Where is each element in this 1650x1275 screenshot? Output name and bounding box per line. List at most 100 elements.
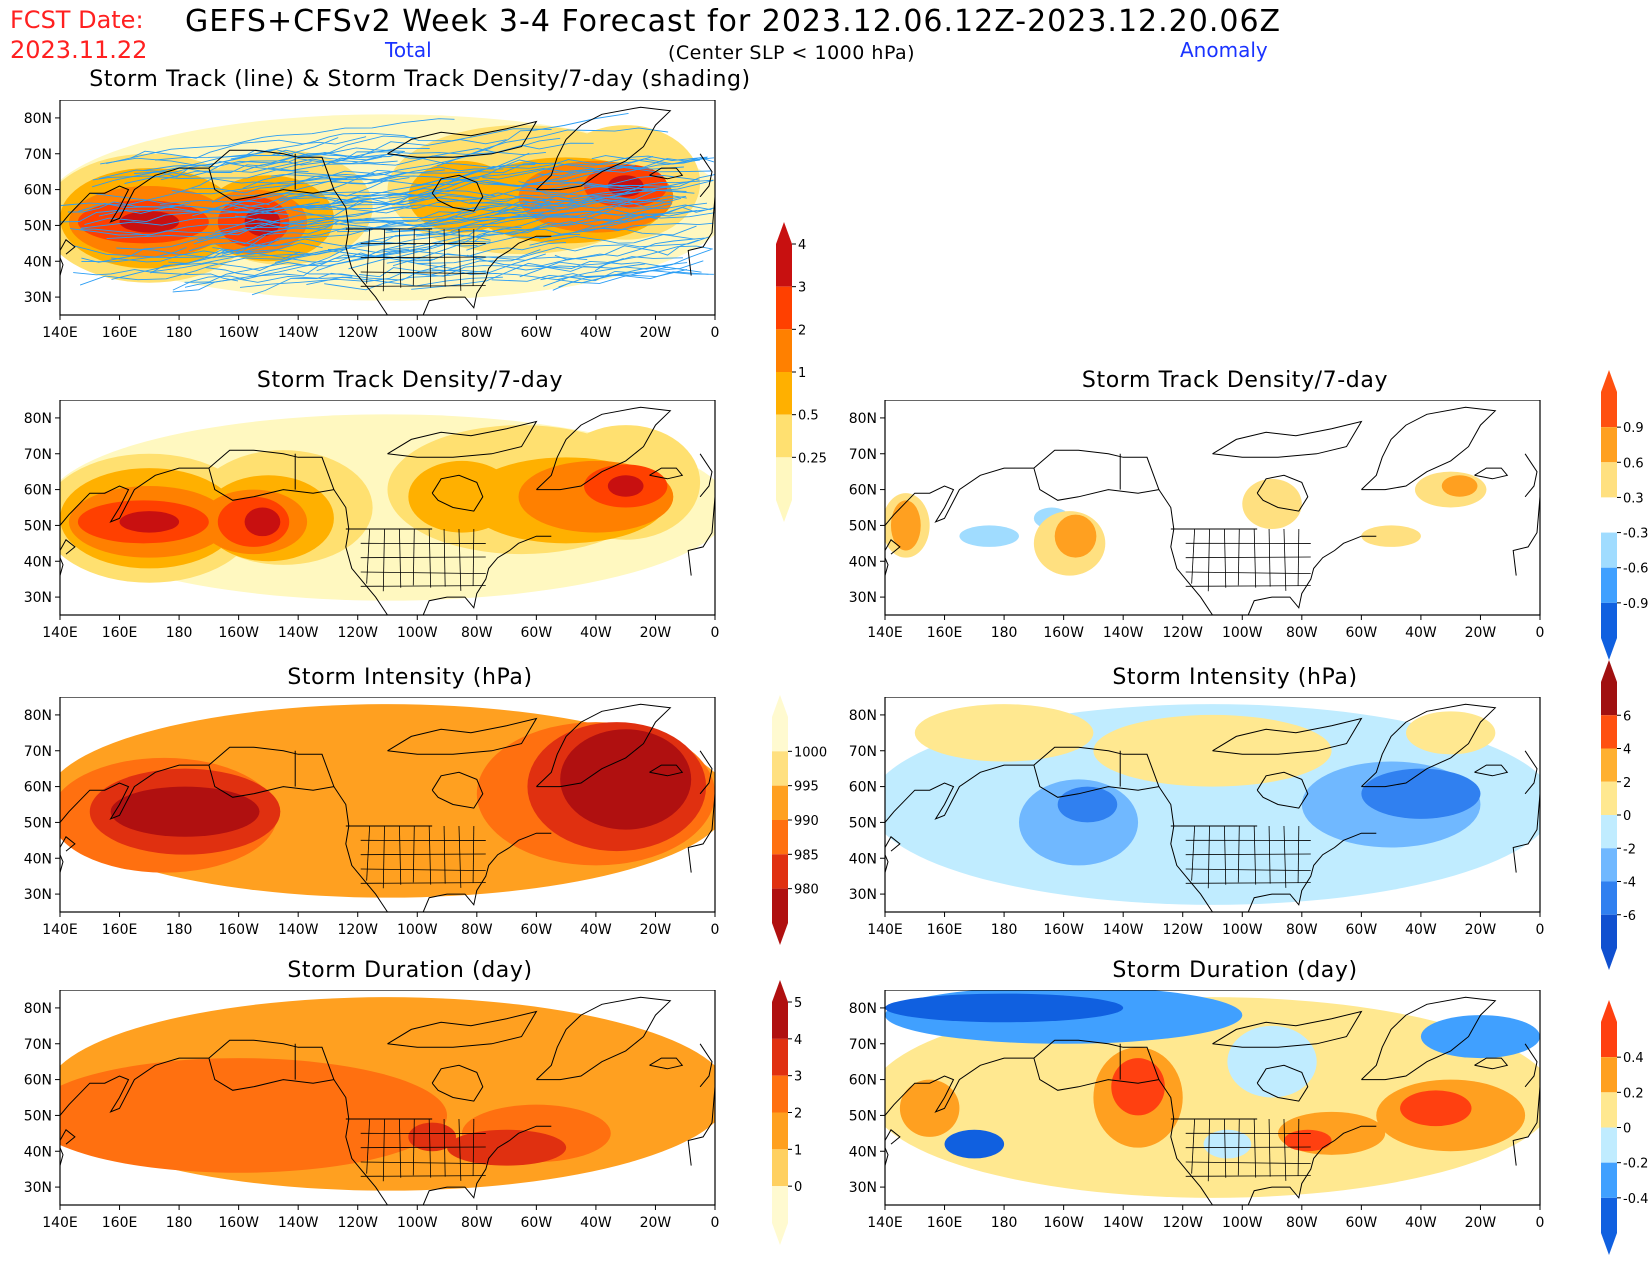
storm-track-line	[606, 179, 714, 199]
shading-region	[1400, 1090, 1472, 1127]
lat-tick-label: 50N	[24, 518, 52, 534]
coastline	[60, 239, 76, 255]
lon-tick-label: 40W	[1405, 922, 1437, 938]
lon-tick-label: 160E	[102, 1215, 138, 1231]
colorbar-label: 995	[794, 780, 819, 795]
storm-track-line	[615, 157, 715, 169]
map-frame	[884, 696, 1541, 913]
coastline	[699, 1043, 713, 1088]
lat-tick-label: 70N	[849, 1037, 877, 1053]
coastline	[60, 467, 209, 526]
intensity-anom-title: Storm Intensity (hPa)	[1112, 665, 1358, 690]
colorbar-cell	[776, 329, 792, 372]
colorbar-label: 0.5	[798, 409, 819, 424]
storm-track-line	[543, 260, 704, 287]
storm-track-line	[168, 249, 541, 264]
colorbar-label: 4	[794, 1033, 802, 1048]
storm-track-line	[324, 193, 574, 207]
storm-track-line	[184, 249, 345, 283]
coastline	[1158, 786, 1213, 912]
storm-track-line	[89, 192, 270, 206]
colorbar-label: 3	[794, 1070, 802, 1085]
storm-track-line	[474, 212, 715, 242]
lon-tick-label: 80W	[1286, 922, 1318, 938]
coastline	[333, 786, 388, 912]
storm-track-line	[322, 139, 507, 158]
coastline	[1256, 771, 1309, 809]
coastline	[60, 1129, 76, 1145]
lon-tick-label: 40W	[1405, 625, 1437, 641]
lon-tick-label: 160W	[218, 625, 259, 641]
duration-anom-colorbar: -0.4 -0.2 0 0.2 0.4	[1591, 1000, 1650, 1259]
shading-region	[119, 211, 180, 233]
lon-tick-label: 100W	[397, 625, 438, 641]
lon-tick-label: 0	[711, 922, 720, 938]
coastline	[1212, 1010, 1363, 1048]
track-panel-title: Storm Track (line) & Storm Track Density…	[89, 67, 751, 92]
colorbar-cell	[1601, 567, 1617, 603]
coastline	[333, 489, 388, 615]
shading-region	[885, 997, 1540, 1198]
colorbar-label: 1000	[794, 745, 827, 760]
lat-tick-label: 70N	[24, 147, 52, 163]
lat-tick-label: 50N	[24, 1108, 52, 1124]
storm-track-line	[342, 137, 561, 161]
storm-track-line	[554, 237, 705, 261]
fcst-date-label: FCST Date:	[10, 6, 144, 34]
storm-track-line	[537, 166, 684, 177]
colorbar-label: 0.2	[1623, 1086, 1644, 1101]
coastline	[885, 764, 1034, 823]
colorbar-cell	[776, 414, 792, 458]
colorbar-cell	[772, 695, 788, 752]
shading-region	[959, 525, 1019, 547]
storm-track-line	[526, 157, 708, 182]
lon-tick-label: 20W	[1465, 922, 1497, 938]
colorbar-cell	[1601, 497, 1617, 533]
coastline	[536, 406, 672, 491]
colorbar-label: -4	[1623, 876, 1636, 891]
colorbar-label: -0.6	[1623, 562, 1648, 577]
storm-track-line	[70, 214, 334, 236]
lon-tick-label: 160W	[1043, 922, 1084, 938]
colorbar-cell	[776, 372, 792, 415]
lon-tick-label: 160W	[1043, 1215, 1084, 1231]
lat-tick-label: 50N	[849, 518, 877, 534]
lon-tick-label: 160W	[218, 1215, 259, 1231]
colorbar-label: -6	[1623, 909, 1636, 924]
storm-track-line	[336, 192, 623, 210]
storm-track-line	[218, 151, 404, 165]
storm-track-line	[340, 195, 687, 227]
storm-track-line	[92, 161, 312, 181]
storm-track-line	[420, 209, 705, 228]
colorbar-label: -0.2	[1623, 1157, 1648, 1172]
colorbar-label: 0	[1623, 809, 1631, 824]
colorbar-label: 3	[798, 281, 806, 296]
colorbar-cell	[1601, 660, 1617, 716]
duration-anom-title: Storm Duration (day)	[1112, 958, 1358, 983]
storm-track-line	[535, 260, 702, 273]
storm-track-line	[230, 128, 552, 160]
storm-track-line	[111, 243, 291, 263]
coastline	[687, 496, 715, 576]
lon-tick-label: 140E	[42, 625, 78, 641]
lon-tick-label: 140E	[42, 1215, 78, 1231]
storm-track-line	[323, 190, 496, 210]
lon-tick-label: 160E	[102, 325, 138, 341]
lon-tick-label: 20W	[640, 325, 672, 341]
colorbar-label: 0	[1623, 1122, 1631, 1137]
colorbar-cell	[772, 1186, 788, 1245]
colorbar-cell	[1601, 1127, 1617, 1163]
shading-region	[447, 1129, 567, 1166]
storm-track-line	[466, 202, 708, 251]
intensity-colorbar: 980 985 990 995 1000	[762, 695, 836, 949]
lon-tick-label: 100W	[1222, 922, 1263, 938]
colorbar-label: 1	[798, 366, 806, 381]
storm-track-line	[451, 155, 708, 181]
lon-tick-label: 100W	[1222, 625, 1263, 641]
coastline	[422, 235, 552, 315]
lon-tick-label: 100W	[397, 1215, 438, 1231]
criterion-label: (Center SLP < 1000 hPa)	[668, 42, 916, 64]
coastline	[60, 1057, 209, 1116]
lon-tick-label: 120W	[337, 1215, 378, 1231]
storm-track-line	[501, 203, 673, 220]
